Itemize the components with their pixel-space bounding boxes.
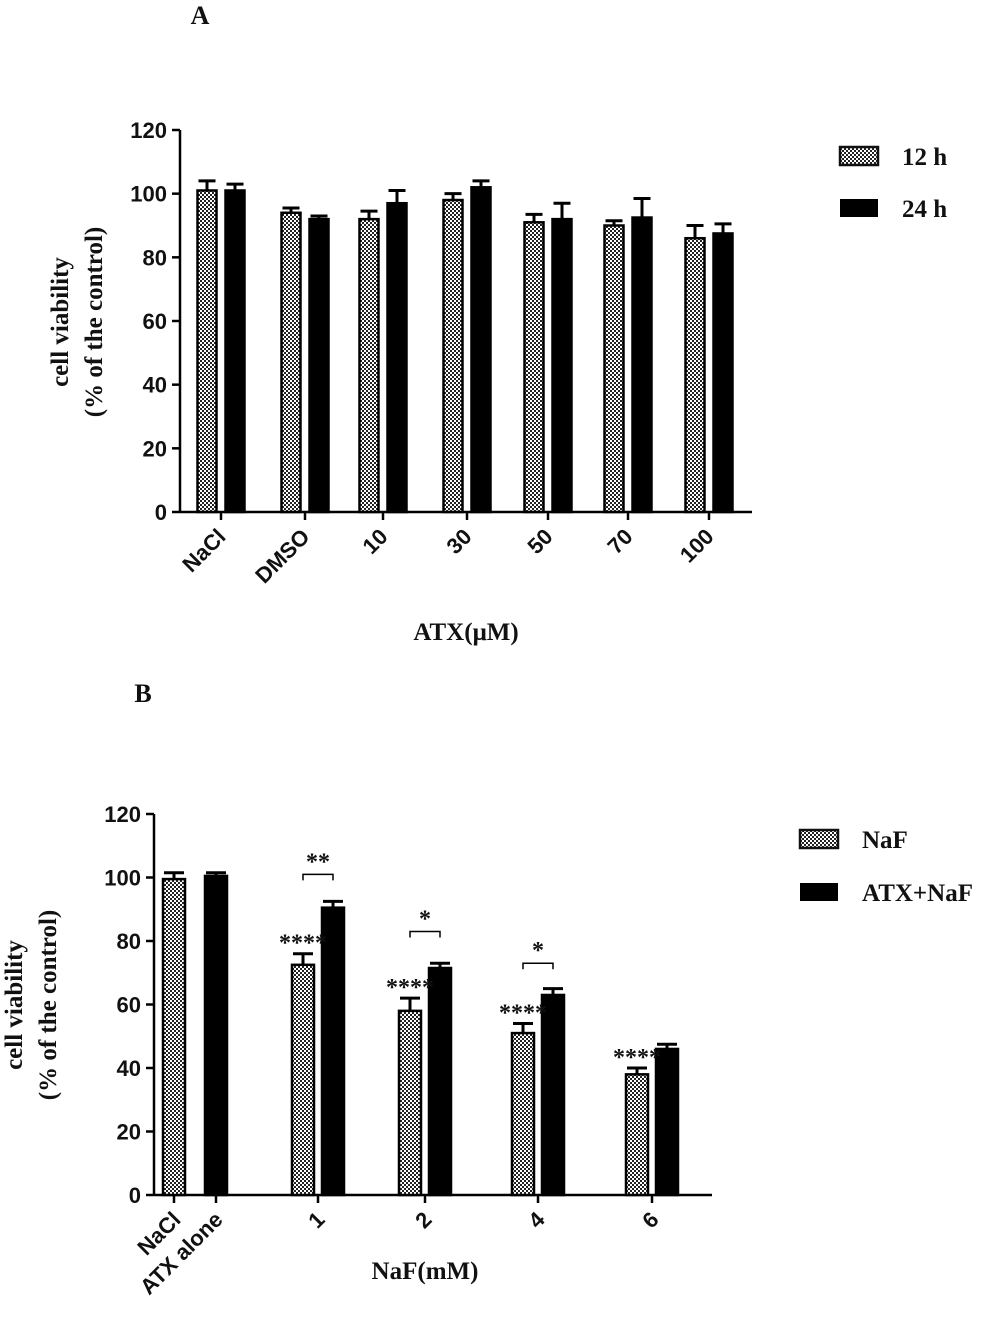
- significance-bracket: [522, 962, 554, 970]
- significance-label: *: [532, 938, 544, 964]
- x-tick-label: 10: [358, 524, 393, 559]
- significance-label: **: [306, 849, 330, 875]
- panel-b-axes: 0 20 40 60 80 100 120: [104, 802, 712, 1208]
- bar: [712, 232, 734, 514]
- x-tick-label: 4: [523, 1206, 550, 1233]
- y-tick-label: 20: [143, 436, 167, 461]
- x-tick-label: 70: [603, 524, 638, 559]
- legend-label-12h: 12 h: [902, 144, 947, 171]
- x-tick-label: 2: [410, 1207, 436, 1233]
- y-tick-label: 20: [117, 1120, 141, 1145]
- bar: [510, 1031, 536, 1197]
- bar: [603, 224, 625, 514]
- legend-label-naf: NaF: [862, 827, 908, 854]
- panel-a-label: A: [191, 1, 210, 30]
- panel-a-axes: 0 20 40 60 80 100 120: [130, 118, 752, 525]
- y-tick-label: 40: [143, 373, 167, 398]
- y-tick-label: 0: [155, 500, 167, 525]
- panel-b-ylabel-line1: cell viability: [1, 940, 28, 1070]
- panel-b-xlabel: NaF(mM): [372, 1258, 479, 1285]
- panel-b-bars: [161, 871, 680, 1197]
- panel-b-chart: B cell viability (% of the control) NaF(…: [1, 679, 973, 1299]
- x-tick-label: 50: [523, 524, 558, 559]
- x-tick-label: NaCl: [177, 524, 230, 577]
- y-tick-label: 80: [117, 929, 141, 954]
- bar: [203, 874, 229, 1197]
- bar: [551, 217, 573, 514]
- x-tick-label: 30: [442, 524, 477, 559]
- y-tick-label: 120: [130, 118, 167, 143]
- bar: [684, 236, 706, 514]
- panel-b-label: B: [134, 679, 151, 708]
- panel-a-ylabel-line2: (% of the control): [81, 227, 108, 417]
- y-tick-label: 80: [143, 245, 167, 270]
- y-tick-label: 100: [104, 866, 141, 891]
- bar: [397, 1009, 423, 1197]
- panel-b-significance-annotations: ********************: [279, 849, 661, 1071]
- bar: [280, 211, 302, 514]
- panel-a-chart: A cell viability (% of the control) ATX(…: [47, 1, 947, 646]
- bar: [442, 198, 464, 514]
- significance-label: ****: [613, 1045, 661, 1071]
- legend-swatch-24h: [840, 199, 878, 217]
- bar: [386, 201, 408, 514]
- significance-label: ****: [279, 931, 327, 957]
- x-tick-label: DMSO: [250, 524, 314, 588]
- bar: [470, 186, 492, 514]
- panel-b-legend: NaF ATX+NaF: [798, 827, 973, 907]
- bar: [631, 216, 653, 514]
- legend-swatch-atx-naf: [800, 883, 838, 901]
- bar: [196, 189, 218, 514]
- bar: [523, 221, 545, 514]
- y-tick-label: 0: [129, 1183, 141, 1208]
- significance-bracket: [409, 930, 441, 938]
- bar: [290, 963, 316, 1197]
- significance-label: *: [419, 906, 431, 932]
- bar: [161, 877, 187, 1197]
- bar: [224, 189, 246, 514]
- y-tick-label: 60: [143, 309, 167, 334]
- bar: [358, 217, 380, 514]
- bar: [624, 1073, 650, 1197]
- legend-swatch-naf: [798, 828, 840, 850]
- panel-a-bars: [196, 179, 734, 514]
- panel-a-xlabel: ATX(μM): [413, 619, 518, 646]
- bar: [427, 966, 453, 1197]
- legend-label-24h: 24 h: [902, 196, 947, 223]
- y-tick-label: 100: [130, 182, 167, 207]
- significance-bracket: [302, 873, 334, 881]
- x-tick-label: 6: [637, 1207, 663, 1233]
- y-tick-label: 60: [117, 993, 141, 1018]
- legend-label-atx-naf: ATX+NaF: [862, 880, 973, 907]
- bar: [308, 217, 330, 514]
- panel-b-ylabel-line2: (% of the control): [35, 910, 62, 1100]
- y-tick-label: 40: [117, 1056, 141, 1081]
- significance-label: ****: [499, 1001, 547, 1027]
- significance-label: ****: [386, 975, 434, 1001]
- panel-a-legend: 12 h 24 h: [838, 144, 947, 223]
- legend-swatch-12h: [838, 145, 880, 167]
- x-tick-label: 1: [303, 1207, 329, 1233]
- x-tick-label: 100: [675, 524, 719, 568]
- panel-a-x-tick-labels: NaCl DMSO 10 30 50 70 100: [177, 524, 718, 588]
- y-tick-label: 120: [104, 802, 141, 827]
- panel-a-ylabel-line1: cell viability: [47, 257, 74, 387]
